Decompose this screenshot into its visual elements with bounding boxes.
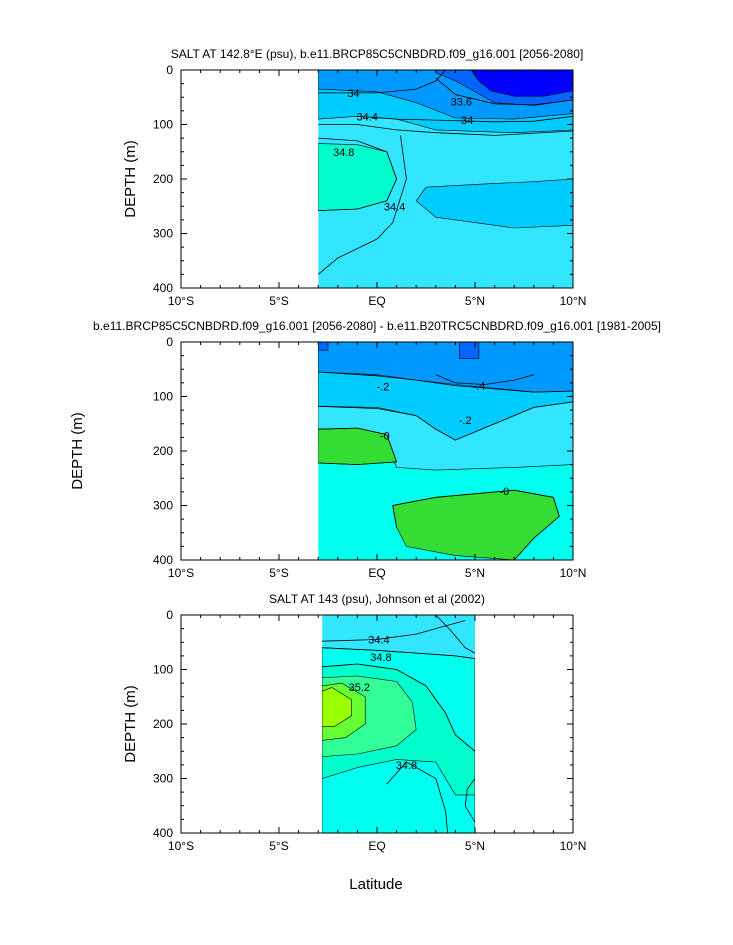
y-tick-label: 200 (153, 172, 173, 186)
x-tick-label: 5°S (269, 566, 288, 580)
contour-line-6 (318, 135, 407, 275)
contour-label: 34.4 (368, 635, 389, 647)
panel-title: b.e11.BRCP85C5CNBDRD.f09_g16.001 [2056-2… (93, 319, 661, 333)
x-tick-label: 5°N (465, 294, 485, 308)
contour-line-4 (318, 427, 398, 466)
contour-fill-4 (458, 342, 480, 359)
contour-line-4 (386, 761, 448, 833)
y-tick-label: 100 (153, 663, 173, 677)
contour-label: 34 (461, 115, 473, 127)
y-axis-label: DEPTH (m) (122, 140, 139, 218)
data-area: 34.4 34.8 35.2 34.8 (322, 615, 475, 833)
contour-label: 34.8 (370, 652, 391, 664)
y-tick-label: 400 (153, 553, 173, 567)
contour-fill-5 (322, 687, 352, 728)
x-tick-label: EQ (368, 839, 385, 853)
x-tick-label: 10°S (168, 294, 194, 308)
panel-title: SALT AT 142.8°E (psu), b.e11.BRCP85C5CNB… (171, 47, 584, 61)
contour-line-1 (322, 620, 466, 642)
panel-2: -.2 -.2 -.4 -0 -0 b.e11.BRCP85C5CNBDRD.f09_g1… (69, 319, 661, 580)
y-tick-label: 200 (153, 444, 173, 458)
x-tick-label: 10°N (560, 566, 587, 580)
panel-1: 34 33.6 34 34.4 34.8 34.4 SALT AT 142.8°E (psu… (122, 47, 586, 308)
contour-label: -.2 (376, 382, 389, 394)
contour-line-3 (357, 115, 574, 123)
x-tick-label: 5°S (269, 294, 288, 308)
x-tick-label: 10°N (560, 294, 587, 308)
y-tick-label: 300 (153, 227, 173, 241)
y-axis-label: DEPTH (m) (69, 412, 86, 490)
contour-line-2 (322, 647, 475, 659)
contour-line-1 (318, 70, 446, 94)
contour-label: -.2 (459, 415, 472, 427)
contour-fill-5 (318, 342, 329, 351)
y-tick-label: 400 (153, 826, 173, 840)
contour-label: -0 (380, 431, 390, 443)
contour-label: 33.6 (451, 97, 472, 109)
y-axis-label: DEPTH (m) (122, 685, 139, 763)
y-tick-label: 300 (153, 772, 173, 786)
contour-label: -0 (500, 486, 510, 498)
contour-line-5 (392, 489, 560, 560)
contour-label: 34 (347, 88, 359, 100)
y-tick-label: 0 (166, 608, 173, 622)
contour-label: 34.8 (333, 147, 354, 159)
contour-line-3 (435, 374, 534, 385)
x-tick-label: 5°S (269, 839, 288, 853)
y-tick-label: 0 (166, 335, 173, 349)
contour-line-2 (435, 77, 574, 106)
x-tick-label: 10°S (168, 839, 194, 853)
panel-3: 34.4 34.8 35.2 34.8 SALT AT 143 (psu), Johns… (122, 592, 586, 853)
contour-line-2 (318, 401, 574, 441)
y-tick-label: 200 (153, 717, 173, 731)
contour-label: 35.2 (349, 682, 370, 694)
y-tick-label: 0 (166, 63, 173, 77)
panel-title: SALT AT 143 (psu), Johnson et al (2002) (269, 592, 485, 606)
y-tick-label: 100 (153, 390, 173, 404)
x-tick-label: 10°N (560, 839, 587, 853)
contour-label: 34.4 (356, 111, 377, 123)
y-tick-label: 400 (153, 281, 173, 295)
x-tick-label: 10°S (168, 566, 194, 580)
x-tick-label: EQ (368, 566, 385, 580)
data-area: -.2 -.2 -.4 -0 -0 (318, 342, 574, 560)
contour-line-5 (318, 137, 398, 211)
x-axis-label: Latitude (349, 876, 402, 893)
contour-line-4 (318, 124, 574, 136)
contour-line-1 (318, 371, 574, 393)
contour-label: 34.4 (384, 201, 405, 213)
contour-line-6 (464, 778, 475, 823)
x-tick-label: 5°N (465, 566, 485, 580)
contour-label: 34.8 (396, 760, 417, 772)
x-tick-label: 5°N (465, 839, 485, 853)
y-tick-label: 300 (153, 499, 173, 513)
y-tick-label: 100 (153, 118, 173, 132)
x-tick-label: EQ (368, 294, 385, 308)
data-area: 34 33.6 34 34.4 34.8 34.4 (318, 70, 574, 288)
contour-label: -.4 (472, 381, 485, 393)
contour-line-3 (322, 663, 475, 752)
contour-line-5 (435, 615, 475, 654)
